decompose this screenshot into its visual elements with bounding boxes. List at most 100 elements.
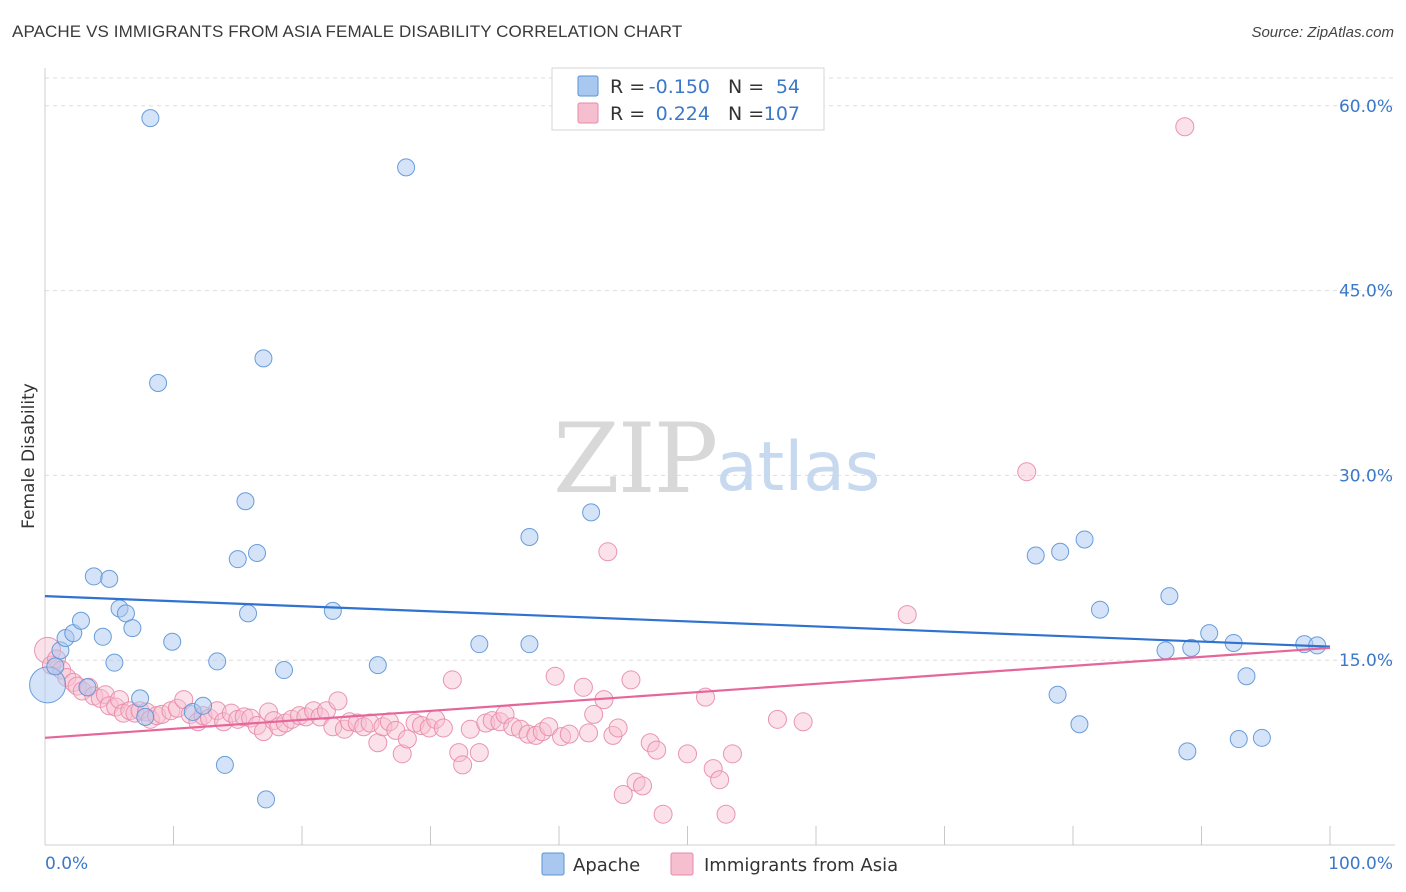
apache-point <box>208 652 227 671</box>
asia-point <box>653 804 673 824</box>
apache-point <box>520 635 539 654</box>
apache-point <box>520 528 539 546</box>
legend-label-apache[interactable]: Apache <box>573 855 640 876</box>
y-tick-label-30: 30.0% <box>1339 466 1393 486</box>
source-credit: Source: ZipAtlas.com <box>1251 24 1394 41</box>
tick-layer: 15.0% 30.0% 45.0% 60.0% 0.0% 100.0% <box>45 97 1393 874</box>
apache-point <box>228 550 247 569</box>
asia-point <box>678 744 697 764</box>
apache-point <box>470 635 489 654</box>
asia-point <box>433 718 453 738</box>
y-tick-label-45: 45.0% <box>1339 282 1393 302</box>
apache-point <box>1229 730 1248 749</box>
apache-point <box>248 544 267 563</box>
x-tick-label-min: 0.0% <box>45 854 88 874</box>
apache-point <box>236 492 255 511</box>
axis-layer <box>44 68 1395 846</box>
apache-trend-line <box>44 595 1331 648</box>
apache-point <box>78 678 97 697</box>
apache-point <box>123 619 142 638</box>
asia-point <box>573 677 593 697</box>
asia-point <box>503 717 523 737</box>
asia-point <box>608 718 628 738</box>
y-tick-label-60: 60.0% <box>1339 97 1393 117</box>
apache-point <box>105 653 124 672</box>
asia-point <box>539 717 559 737</box>
apache-point <box>1090 600 1109 619</box>
asia-point <box>373 717 393 737</box>
apache-point <box>93 627 112 646</box>
asia-point <box>559 724 579 744</box>
legend-swatch-apache[interactable] <box>541 852 565 876</box>
asia-point <box>703 759 723 779</box>
legend-label-asia[interactable]: Immigrants from Asia <box>704 855 898 876</box>
apache-point <box>368 656 387 675</box>
asia-point <box>397 729 417 749</box>
asia-point <box>613 784 633 804</box>
apache-point <box>194 696 213 715</box>
asia-point <box>368 733 388 753</box>
asia-point <box>722 744 742 764</box>
apache-point <box>149 374 168 392</box>
apache-point <box>1048 685 1067 704</box>
legend-swatch-asia[interactable] <box>670 852 694 876</box>
asia-point <box>640 733 660 753</box>
asia-point <box>482 711 502 731</box>
apache-point <box>397 158 416 177</box>
stats-legend-n-label-apache: N = <box>728 76 764 98</box>
asia-point <box>545 666 565 686</box>
stats-legend-swatch-asia <box>577 102 599 124</box>
apache-point <box>275 661 294 680</box>
asia-point <box>716 804 736 824</box>
bottom-legend: Apache Immigrants from Asia <box>541 852 898 876</box>
apache-point <box>71 611 90 630</box>
watermark-zip-text: ZIP <box>553 403 716 515</box>
apache-point <box>239 604 258 623</box>
trend-layer <box>44 595 1331 739</box>
apache-point <box>163 632 182 651</box>
apache-point <box>1160 587 1179 606</box>
stats-legend-r-label-asia: R = <box>610 103 645 125</box>
asia-point <box>584 704 604 724</box>
y-tick-label-15: 15.0% <box>1339 651 1393 671</box>
asia-point <box>442 670 462 690</box>
asia-point <box>633 776 653 796</box>
asia-point <box>598 542 618 562</box>
stats-legend-swatch-apache <box>577 75 599 97</box>
apache-point <box>1252 728 1271 747</box>
watermark: ZIP atlas <box>553 403 880 515</box>
asia-point <box>392 744 412 764</box>
asia-trend-line <box>44 646 1331 739</box>
apache-point <box>323 601 342 620</box>
apache-point <box>257 790 276 809</box>
watermark-atlas-text: atlas <box>716 428 880 507</box>
x-tick-label-max: 100.0% <box>1328 854 1393 874</box>
y-axis-title: Female Disability <box>19 383 39 529</box>
apache-point <box>46 657 65 676</box>
asia-point <box>469 743 489 763</box>
apache-point <box>1156 641 1175 660</box>
grid-layer <box>45 77 1395 661</box>
asia-point <box>626 772 646 792</box>
apache-point <box>1051 542 1070 561</box>
asia-point <box>621 670 641 690</box>
stats-legend-n-value-asia: 107 <box>764 103 800 125</box>
asia-point <box>793 712 813 732</box>
asia-point <box>1175 117 1195 137</box>
stats-legend-r-label-apache: R = <box>610 76 645 98</box>
apache-point <box>84 567 103 586</box>
stats-legend-n-label-asia: N = <box>728 103 764 125</box>
stats-legend-n-value-apache: 54 <box>776 76 800 98</box>
apache-point <box>131 689 150 708</box>
apache-point <box>215 755 234 774</box>
apache-point <box>1182 638 1201 657</box>
chart-title: APACHE VS IMMIGRANTS FROM ASIA FEMALE DI… <box>12 22 683 41</box>
asia-point <box>518 724 538 744</box>
asia-point <box>579 723 599 743</box>
apache-point <box>1237 667 1256 686</box>
stats-legend-r-value-asia: 0.224 <box>656 103 710 125</box>
apache-point <box>1026 546 1045 565</box>
asia-point <box>767 709 787 729</box>
